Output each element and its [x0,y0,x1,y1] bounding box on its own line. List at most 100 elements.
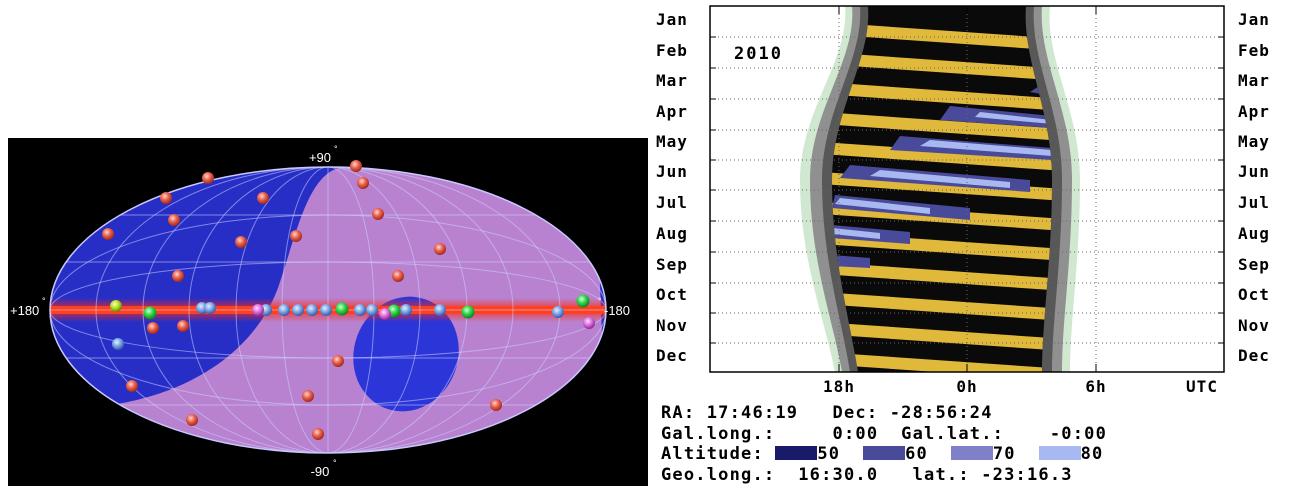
source-marker [306,304,318,316]
month-label: Aug [1238,224,1270,243]
galactic-line: Gal.long.: 0:00 Gal.lat.: -0:00 [661,424,1107,444]
gal-long-value: 0:00 [832,424,879,444]
geo-lat-value: -23:16.3 [981,465,1073,485]
source-marker [434,304,446,316]
month-label: Aug [656,224,688,243]
month-label: Sep [1238,255,1270,274]
month-label: Feb [656,41,688,60]
source-marker [252,304,264,316]
source-marker [110,300,122,312]
dec-label: Dec: [832,403,879,423]
altitude-swatch-50 [775,446,818,460]
source-marker [168,214,180,226]
dec-value: -28:56:24 [889,403,993,423]
source-markers [102,160,595,440]
source-marker [112,338,124,350]
source-marker [126,380,138,392]
source-marker [202,172,214,184]
source-marker [302,390,314,402]
visibility-plot-svg: 2010 Jan Feb Mar Apr May Jun Jul Aug Sep… [656,5,1270,396]
source-marker [379,308,391,320]
x-tick-label: UTC [1186,377,1218,396]
source-marker [461,305,475,319]
geo-long-value: 16:30.0 [798,465,879,485]
month-label: Jun [656,162,688,181]
source-marker [490,399,502,411]
month-label: Sep [656,255,688,274]
lon-right-label: -180 [604,303,630,318]
source-marker [257,192,269,204]
source-marker [332,355,344,367]
month-label: May [1238,132,1270,151]
month-label: Oct [656,285,688,304]
degree-symbol: ° [333,458,337,468]
month-labels-left: Jan Feb Mar Apr May Jun Jul Aug Sep Oct … [656,10,688,365]
month-label: Feb [1238,41,1270,60]
geo-line: Geo.long.: 16:30.0 lat.: -23:16.3 [661,465,1073,485]
source-marker [172,270,184,282]
altitude-value: 60 [905,444,928,464]
source-marker [372,208,384,220]
source-marker [147,322,159,334]
altitude-swatch-60 [863,446,906,460]
month-label: Nov [1238,316,1270,335]
source-marker [366,304,378,316]
degree-symbol: ° [598,296,602,306]
month-label: Mar [1238,71,1270,90]
x-tick-label: 18h [823,377,855,396]
geo-lat-label: lat.: [912,465,970,485]
gal-lat-label: Gal.lat.: [901,424,1005,444]
lat-top-label: +90 [309,150,331,165]
source-marker [357,177,369,189]
source-marker [204,302,216,314]
plot-ticks [710,6,1224,372]
month-label: Oct [1238,285,1270,304]
source-marker [290,230,302,242]
month-label: Dec [1238,346,1270,365]
x-tick-label: 0h [956,377,977,396]
plot-grid [710,6,1224,372]
source-marker [434,243,446,255]
year-label: 2010 [734,44,783,64]
geo-long-label: Geo.long.: [661,465,776,485]
altitude-swatch-70 [950,446,993,460]
degree-symbol: ° [42,296,46,306]
gal-long-label: Gal.long.: [661,424,776,444]
month-label: Mar [656,71,688,90]
month-label: Jul [656,193,688,212]
ra-label: RA: [661,403,696,423]
source-marker [160,192,172,204]
invisible-hole [353,296,459,412]
source-marker [177,320,189,332]
source-marker [576,294,590,308]
month-label: Jan [656,10,688,29]
month-label: Apr [1238,102,1270,121]
altitude-label: Altitude: [661,444,764,464]
visibility-plot-panel: 2010 Jan Feb Mar Apr May Jun Jul Aug Sep… [650,0,1290,487]
source-marker [235,236,247,248]
source-marker [583,317,595,329]
month-label: Jul [1238,193,1270,212]
source-marker [292,304,304,316]
source-marker [278,304,290,316]
month-label: May [656,132,688,151]
month-labels-right: Jan Feb Mar Apr May Jun Jul Aug Sep Oct … [1238,10,1270,365]
sky-map-svg: +90 ° -90 ° +180 ° -180 ° [10,144,630,479]
source-marker [400,304,412,316]
source-marker [354,304,366,316]
degree-symbol: ° [334,144,338,154]
altitude-value: 70 [992,444,1016,464]
month-label: Nov [656,316,688,335]
x-tick-labels: 18h 0h 6h UTC [823,377,1218,396]
coords-line: RA: 17:46:19 Dec: -28:56:24 [661,403,993,423]
altitude-legend: Altitude: 50 60 70 80 [661,444,1103,464]
source-marker [350,160,362,172]
month-label: Jan [1238,10,1270,29]
ra-value: 17:46:19 [706,403,799,423]
lat-bottom-label: -90 [311,464,330,479]
source-marker [186,414,198,426]
source-marker [552,306,564,318]
source-marker [320,304,332,316]
source-marker [312,428,324,440]
sky-map-panel: +90 ° -90 ° +180 ° -180 ° [8,138,648,486]
